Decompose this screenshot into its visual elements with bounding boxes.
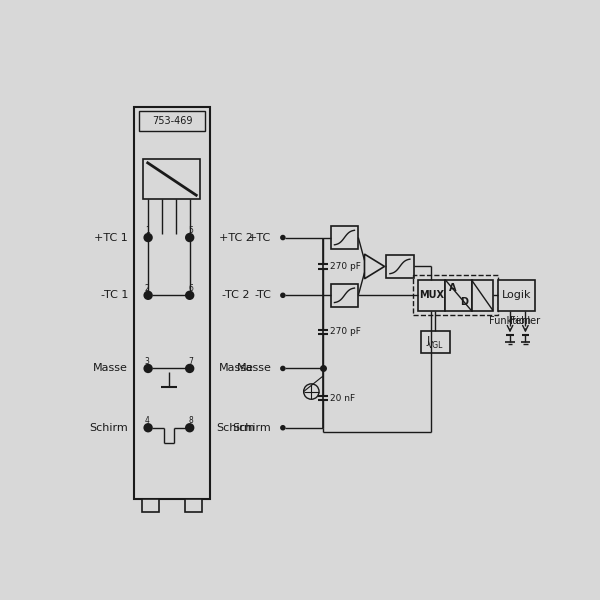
Bar [139, 111, 205, 131]
Circle shape [281, 367, 285, 370]
Circle shape [281, 426, 285, 430]
Text: -TC 2: -TC 2 [222, 290, 250, 300]
Bar [386, 255, 414, 278]
Text: 270 pF: 270 pF [330, 262, 361, 271]
Text: Logik: Logik [502, 290, 531, 300]
Text: 753-469: 753-469 [152, 116, 192, 126]
Text: 1: 1 [145, 226, 150, 235]
Text: 20 nF: 20 nF [330, 394, 355, 403]
Text: 5: 5 [188, 226, 193, 235]
Bar [143, 159, 200, 199]
Circle shape [186, 233, 194, 241]
Text: Funktion: Funktion [489, 316, 531, 326]
Text: 2: 2 [145, 284, 150, 293]
Text: A: A [449, 283, 456, 293]
Circle shape [144, 365, 152, 372]
Circle shape [281, 293, 285, 297]
Text: +TC 1: +TC 1 [94, 233, 128, 242]
Bar [185, 499, 202, 512]
Text: -TC 1: -TC 1 [101, 290, 128, 300]
Bar [331, 284, 358, 307]
Bar [497, 280, 535, 311]
Text: MUX: MUX [419, 290, 444, 300]
Text: -TC: -TC [254, 290, 271, 300]
Text: 4: 4 [145, 416, 150, 425]
Circle shape [186, 365, 194, 372]
Bar [421, 331, 450, 353]
Text: VGL: VGL [428, 341, 444, 350]
Text: Fehler: Fehler [511, 316, 541, 326]
Bar [413, 275, 497, 316]
Text: Schirm: Schirm [233, 423, 271, 433]
Circle shape [186, 292, 194, 299]
Bar [142, 499, 159, 512]
Text: +TC 2: +TC 2 [219, 233, 253, 242]
Text: Masse: Masse [236, 364, 271, 373]
Text: 7: 7 [188, 357, 193, 366]
Text: Masse: Masse [218, 364, 253, 373]
Bar [445, 280, 472, 311]
Bar [134, 107, 210, 499]
Text: J: J [427, 336, 430, 346]
Circle shape [281, 236, 285, 239]
Text: Schirm: Schirm [89, 423, 128, 433]
Bar [472, 280, 493, 311]
Text: D: D [461, 297, 469, 307]
Circle shape [144, 292, 152, 299]
Circle shape [186, 424, 194, 431]
Bar [418, 280, 445, 311]
Circle shape [144, 424, 152, 431]
Text: 3: 3 [145, 357, 150, 366]
Text: Schirm: Schirm [217, 423, 255, 433]
Circle shape [144, 233, 152, 241]
Text: 270 pF: 270 pF [330, 328, 361, 337]
Text: 6: 6 [188, 284, 193, 293]
Text: +TC: +TC [248, 233, 271, 242]
Text: 8: 8 [188, 416, 193, 425]
Text: Masse: Masse [93, 364, 128, 373]
Bar [331, 226, 358, 249]
